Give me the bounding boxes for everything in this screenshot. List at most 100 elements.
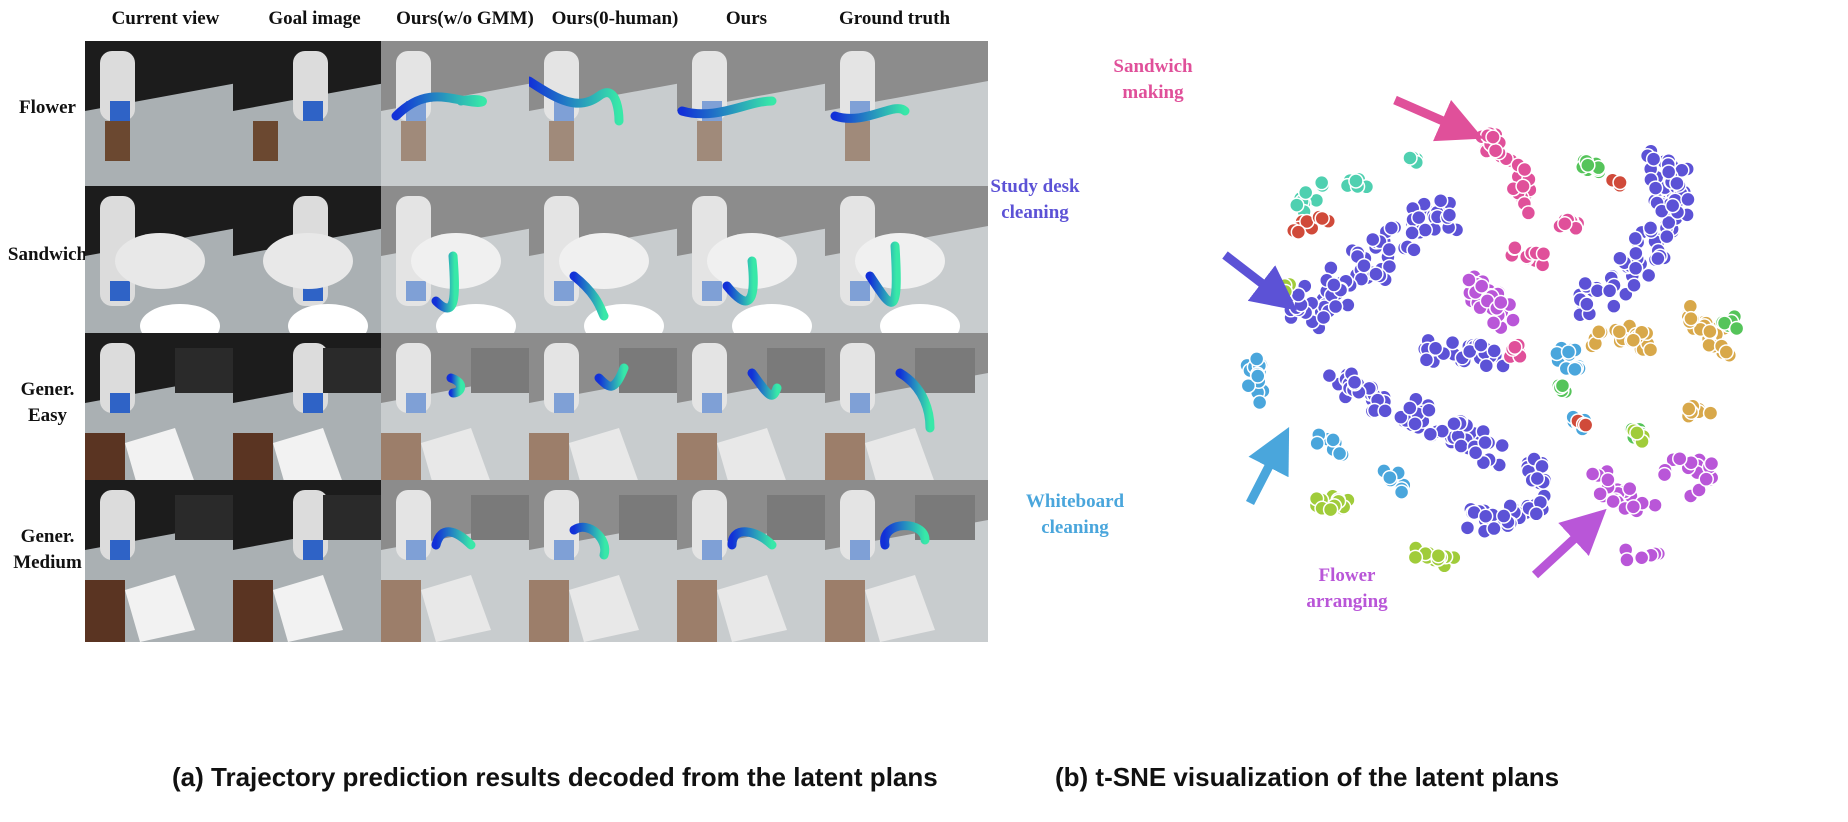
image-gener-medium-ours-0-human [529,480,692,642]
tsne-point-study [1486,520,1502,537]
tsne-point-study [1664,197,1681,214]
tsne-point-lime [1407,549,1424,566]
tsne-point-lime [1430,547,1447,564]
image-flower-goal-image [233,41,396,203]
label-flower-arranging: Flower arranging [1272,563,1422,615]
tsne-point-whiteboard [1567,361,1583,378]
tsne-point-sandwich [1515,178,1531,195]
column-header-ground-truth: Ground truth [838,8,951,29]
label-sandwich-making: Sandwich making [1078,54,1228,106]
tsne-point-flower [1584,466,1601,482]
tsne-point-flower [1691,482,1707,498]
row-label-line: Flower [19,97,76,118]
trajectory-path [880,521,930,550]
tsne-point-sandwich [1557,215,1573,232]
tsne-point-whiteboard [1393,484,1410,500]
tsne-point-study [1660,164,1677,180]
tsne-point-whiteboard [1240,377,1257,394]
tsne-point-whiteboard [1560,344,1577,360]
tsne-point-red [1612,174,1628,191]
image-gener-medium-current-view [85,480,248,642]
tsne-point-study [1647,180,1664,196]
tsne-point-study [1315,309,1332,326]
trajectory-path [895,368,935,433]
tsne-point-whiteboard [1382,469,1398,486]
image-gener-easy-ours-wo-gmm [381,333,544,495]
label-line: Flower [1318,565,1376,586]
tsne-point-sandwich [1535,245,1552,262]
image-sandwich-ground-truth [825,186,988,348]
tsne-point-study [1628,245,1644,262]
tsne-point-whiteboard [1250,368,1266,384]
tsne-point-study [1601,283,1618,299]
tsne-point-teal [1313,174,1330,191]
tsne-point-gold [1625,332,1642,348]
tsne-point-gold [1681,401,1697,417]
tsne-point-flower [1698,471,1714,487]
tsne-point-flower [1625,499,1642,515]
tsne-point-study [1477,434,1493,451]
tsne-point-teal [1297,184,1314,201]
trajectory-path [865,241,901,307]
label-line: cleaning [1001,202,1069,223]
tsne-point-whiteboard [1248,351,1265,367]
tsne-point-flower [1605,493,1621,510]
tsne-point-gold [1591,324,1607,340]
tsne-point-flower [1647,497,1663,513]
trajectory-path [431,251,459,313]
tsne-point-study [1606,298,1622,314]
image-flower-current-view [85,41,248,203]
image-gener-easy-goal-image [233,333,396,495]
tsne-point-study [1650,250,1666,267]
tsne-point-flower [1592,486,1608,502]
row-label-line: Gener. [20,379,75,400]
tsne-point-study [1411,209,1427,226]
tsne-point-flower [1621,480,1638,497]
image-sandwich-current-view [85,186,248,348]
tsne-point-gold [1718,344,1735,360]
tsne-point-study [1422,426,1439,442]
tsne-point-flower [1505,312,1521,328]
tsne-point-flower [1703,455,1720,472]
image-gener-easy-current-view [85,333,248,495]
label-line: arranging [1306,591,1388,612]
tsne-point-study [1406,242,1422,258]
tsne-scatter [1222,95,1745,579]
tsne-point-gold [1611,323,1628,340]
image-gener-easy-ours [677,333,840,495]
tsne-point-study [1640,267,1657,284]
tsne-point-study [1418,352,1435,368]
row-label-line: Gener. [20,526,75,547]
tsne-point-green [1728,320,1745,337]
tsne-point-whiteboard [1251,394,1268,411]
image-flower-ours [677,41,840,203]
tsne-point-study [1453,438,1469,454]
column-header-ours: Ours [725,8,768,29]
tsne-point-green [1580,157,1596,173]
tsne-point-study [1477,508,1494,525]
tsne-point-lime [1322,501,1339,518]
tsne-point-sandwich [1485,129,1501,145]
image-sandwich-ours-0-human [529,186,692,348]
row-header-flower: Flower [0,95,95,121]
arrow-sandwich [1393,95,1484,142]
tsne-point-study [1404,225,1420,241]
tsne-point-whiteboard [1325,432,1341,448]
tsne-point-study [1365,231,1381,248]
tsne-point-study [1659,228,1675,245]
tsne-point-study [1626,277,1642,294]
column-header-current-view: Current view [111,8,220,29]
column-header-goal-image: Goal image [268,8,361,29]
tsne-point-sandwich [1487,142,1504,159]
tsne-point-flower [1633,549,1650,566]
row-header-sandwich: Sandwich [0,242,95,268]
tsne-point-study [1669,175,1685,192]
tsne-point-study [1642,220,1659,236]
tsne-point-teal [1402,150,1418,166]
tsne-point-study [1321,367,1338,384]
label-line: making [1122,82,1184,103]
trajectory-path [722,256,758,306]
tsne-point-study [1645,151,1662,167]
image-flower-ours-0-human [529,41,692,203]
image-gener-easy-ground-truth [825,333,988,495]
